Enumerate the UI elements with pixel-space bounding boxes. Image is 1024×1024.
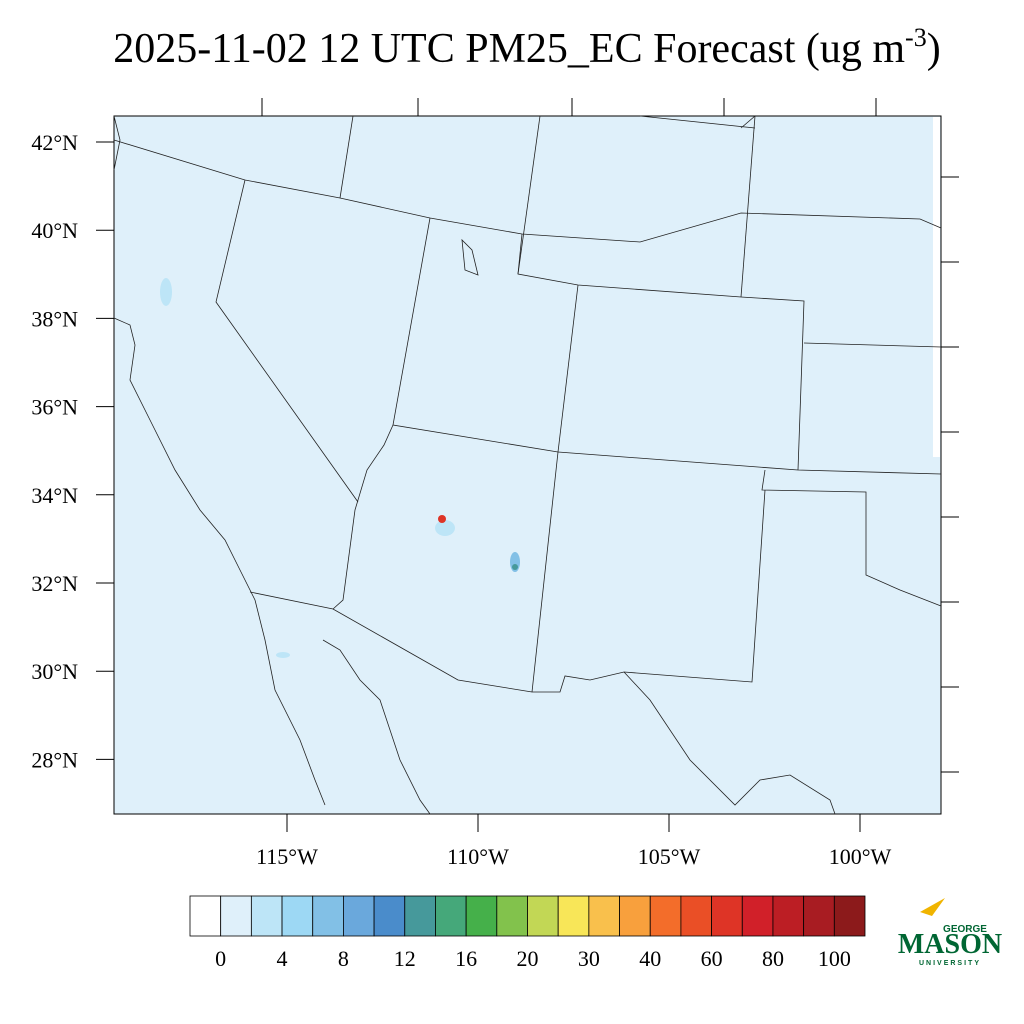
logo-mark bbox=[920, 898, 945, 916]
colorbar-box bbox=[373, 895, 406, 937]
colorbar-box bbox=[404, 895, 436, 937]
colorbar: 0 4 8 12 16 20 30 40 60 80 100 bbox=[189, 895, 866, 971]
plume bbox=[276, 652, 290, 658]
colorbar-label: 8 bbox=[338, 946, 349, 971]
title-end: ) bbox=[927, 26, 941, 72]
title-superscript: -3 bbox=[905, 23, 927, 52]
logo: GEORGE MASON UNIVERSITY bbox=[898, 898, 1002, 967]
colorbar-box bbox=[220, 895, 252, 937]
lat-label: 42°N bbox=[31, 130, 78, 155]
colorbar-label: 40 bbox=[639, 946, 661, 971]
colorbar-box bbox=[833, 895, 866, 937]
colorbar-box bbox=[772, 895, 805, 937]
lon-label: 100°W bbox=[829, 844, 892, 869]
lat-label: 40°N bbox=[31, 218, 78, 243]
colorbar-label: 20 bbox=[517, 946, 539, 971]
colorbar-box bbox=[343, 895, 375, 937]
plume bbox=[435, 520, 455, 536]
colorbar-box bbox=[711, 895, 743, 937]
pm25-plumes bbox=[160, 278, 520, 658]
lat-label: 36°N bbox=[31, 395, 78, 420]
lon-label: 105°W bbox=[638, 844, 701, 869]
colorbar-box bbox=[312, 895, 344, 937]
logo-main: MASON bbox=[898, 929, 1002, 960]
plume bbox=[160, 278, 172, 306]
colorbar-label: 0 bbox=[215, 946, 226, 971]
plume bbox=[438, 515, 446, 523]
colorbar-box bbox=[496, 895, 528, 937]
colorbar-label: 100 bbox=[818, 946, 851, 971]
colorbar-label: 12 bbox=[394, 946, 416, 971]
map bbox=[96, 98, 959, 832]
colorbar-label: 80 bbox=[762, 946, 784, 971]
colorbar-box bbox=[649, 895, 682, 937]
colorbar-label: 60 bbox=[701, 946, 723, 971]
colorbar-box bbox=[527, 895, 559, 937]
colorbar-box bbox=[741, 895, 774, 937]
lat-label: 32°N bbox=[31, 571, 78, 596]
state-borders bbox=[113, 115, 942, 815]
colorbar-box bbox=[189, 895, 222, 937]
colorbar-box bbox=[281, 895, 314, 937]
colorbar-label: 30 bbox=[578, 946, 600, 971]
colorbar-box bbox=[465, 895, 498, 937]
logo-top: GEORGE bbox=[943, 924, 987, 935]
colorbar-box bbox=[588, 895, 620, 937]
map-frame bbox=[113, 115, 942, 815]
axis-ticks bbox=[96, 98, 959, 832]
plume bbox=[512, 564, 518, 570]
colorbar-box bbox=[619, 895, 651, 937]
colorbar-label: 4 bbox=[277, 946, 288, 971]
lat-label: 34°N bbox=[31, 483, 78, 508]
colorbar-label: 16 bbox=[455, 946, 477, 971]
lat-label: 30°N bbox=[31, 659, 78, 684]
title-text: 2025-11-02 12 UTC PM25_EC Forecast (ug m bbox=[113, 26, 905, 72]
colorbar-box bbox=[435, 895, 467, 937]
lon-label: 110°W bbox=[447, 844, 509, 869]
colorbar-box bbox=[250, 895, 283, 937]
lat-label: 38°N bbox=[31, 306, 78, 331]
map-edge bbox=[933, 117, 940, 457]
colorbar-box bbox=[803, 895, 835, 937]
logo-bottom: UNIVERSITY bbox=[919, 960, 981, 967]
colorbar-box bbox=[680, 895, 712, 937]
colorbar-box bbox=[557, 895, 590, 937]
lon-label: 115°W bbox=[256, 844, 318, 869]
lat-label: 28°N bbox=[31, 747, 78, 772]
map-title: 2025-11-02 12 UTC PM25_EC Forecast (ug m… bbox=[113, 23, 940, 72]
